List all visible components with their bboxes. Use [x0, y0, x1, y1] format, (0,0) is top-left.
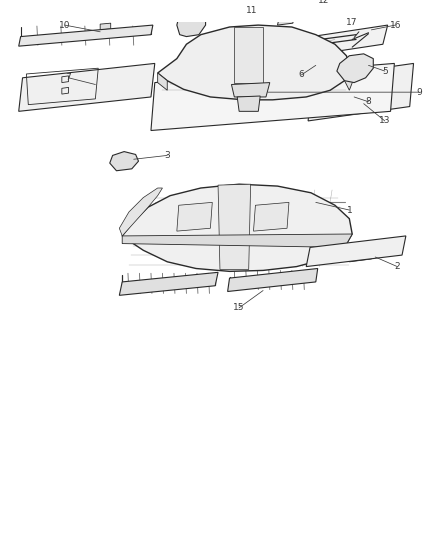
Polygon shape	[122, 234, 352, 247]
Text: 10: 10	[59, 21, 71, 30]
Text: 16: 16	[389, 21, 401, 30]
Text: 13: 13	[379, 116, 391, 125]
Polygon shape	[237, 96, 260, 111]
Polygon shape	[337, 54, 373, 83]
Polygon shape	[119, 272, 218, 295]
Text: 6: 6	[299, 70, 304, 79]
Polygon shape	[277, 15, 295, 25]
Text: 9: 9	[417, 87, 422, 96]
Text: 7: 7	[66, 74, 71, 82]
Text: 3: 3	[164, 151, 170, 160]
Polygon shape	[308, 63, 413, 121]
Polygon shape	[354, 85, 371, 97]
Text: 8: 8	[366, 97, 371, 106]
Polygon shape	[19, 25, 153, 46]
Polygon shape	[158, 73, 167, 90]
Polygon shape	[345, 68, 354, 90]
Polygon shape	[110, 151, 138, 171]
Polygon shape	[350, 247, 373, 262]
Polygon shape	[218, 184, 251, 270]
Polygon shape	[177, 6, 205, 37]
Text: 5: 5	[382, 67, 388, 76]
Polygon shape	[228, 269, 318, 292]
Text: 12: 12	[318, 0, 329, 5]
Polygon shape	[19, 63, 155, 111]
Polygon shape	[100, 23, 111, 30]
Polygon shape	[234, 27, 263, 83]
Polygon shape	[122, 184, 352, 271]
Text: 11: 11	[246, 6, 258, 15]
Text: 1: 1	[346, 206, 352, 215]
Polygon shape	[306, 236, 406, 266]
Text: 15: 15	[233, 303, 245, 312]
Polygon shape	[151, 63, 394, 131]
Text: 2: 2	[395, 262, 400, 271]
Polygon shape	[158, 25, 350, 100]
Text: 17: 17	[346, 18, 357, 27]
Polygon shape	[256, 25, 388, 63]
Polygon shape	[231, 83, 270, 97]
Polygon shape	[254, 203, 289, 231]
Polygon shape	[119, 188, 162, 236]
Polygon shape	[177, 203, 212, 231]
